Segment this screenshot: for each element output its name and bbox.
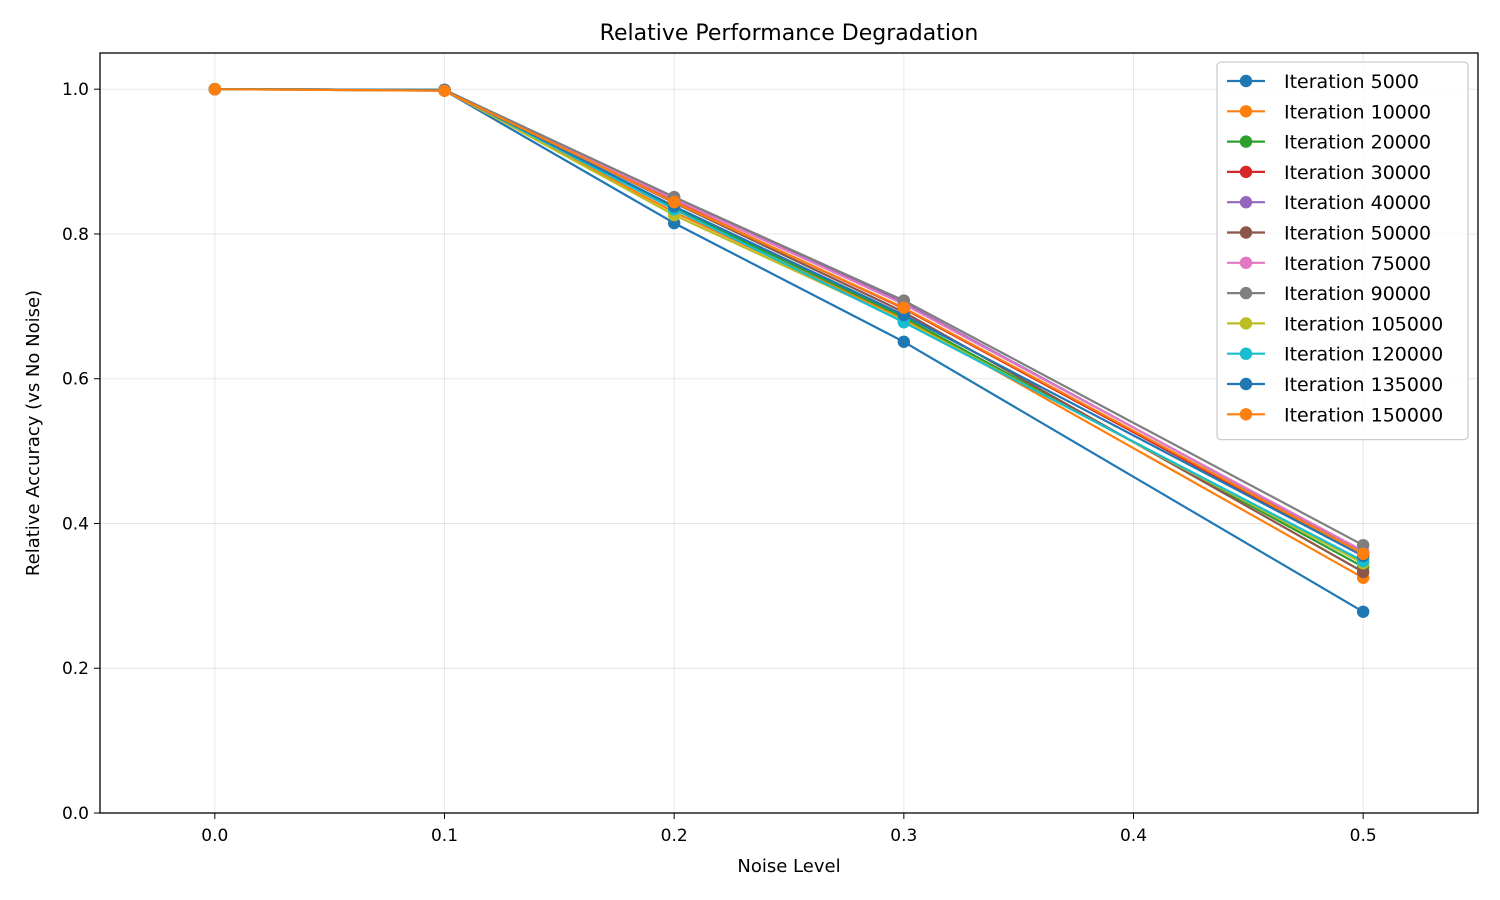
chart-title: Relative Performance Degradation [600,21,979,46]
legend-marker [1239,256,1253,269]
legend-label: Iteration 105000 [1284,313,1443,335]
x-tick-label: 0.4 [1120,826,1147,846]
series-12 [208,82,1370,561]
legend-label: Iteration 30000 [1284,162,1431,184]
legend-label: Iteration 150000 [1284,404,1443,426]
legend-item: Iteration 5000 [1227,71,1419,93]
legend-label: Iteration 90000 [1284,283,1431,305]
legend-marker [1239,226,1253,239]
legend-marker [1239,105,1253,118]
y-tick-label: 0.6 [62,370,89,390]
x-tick-label: 0.3 [890,826,917,846]
legend-item: Iteration 30000 [1227,162,1431,184]
x-tick-label: 0.1 [431,826,458,846]
y-tick-label: 1.0 [62,80,89,100]
legend-marker [1239,165,1253,179]
series-layer [208,82,1370,618]
legend-label: Iteration 10000 [1284,101,1431,123]
data-point [208,82,222,96]
legend-item: Iteration 105000 [1227,313,1443,335]
data-point [1356,547,1370,561]
legend-item: Iteration 135000 [1227,374,1443,396]
y-tick-label: 0.0 [62,804,89,824]
y-tick-label: 0.2 [62,659,89,679]
x-tick-label: 0.2 [661,826,688,846]
legend-marker [1239,347,1253,360]
legend-item: Iteration 150000 [1227,404,1443,426]
legend-label: Iteration 20000 [1284,132,1431,154]
x-tick-label: 0.0 [201,826,228,846]
legend-item: Iteration 90000 [1227,283,1431,305]
legend: Iteration 5000 Iteration 10000 Iteration 2… [1216,61,1469,441]
legend-item: Iteration 75000 [1227,253,1431,275]
legend-item: Iteration 20000 [1227,132,1431,154]
legend-marker [1239,408,1253,421]
y-axis-label: Relative Accuracy (vs No Noise) [23,290,44,576]
data-point [897,335,911,348]
y-tick-label: 0.8 [62,225,89,245]
axis-ticks: 0.0 0.1 0.2 0.3 0.4 0.5 0.0 0.2 0.4 0.6 0.8 1.0 [62,80,1377,846]
legend-marker [1239,377,1253,391]
legend-item: Iteration 40000 [1227,192,1431,214]
legend-label: Iteration 50000 [1284,223,1431,245]
legend-marker [1239,74,1253,88]
legend-box [1216,61,1469,441]
data-point [1356,605,1370,618]
plot-frame [99,52,1479,814]
legend-marker [1239,317,1253,330]
legend-marker [1239,286,1253,300]
legend-item: Iteration 50000 [1227,223,1431,245]
y-tick-label: 0.4 [62,514,89,534]
data-point [1356,538,1370,552]
x-tick-label: 0.5 [1350,826,1377,846]
data-point [438,84,451,97]
legend-label: Iteration 135000 [1284,374,1443,396]
data-point [1356,565,1370,579]
legend-item: Iteration 10000 [1227,101,1431,123]
legend-label: Iteration 120000 [1284,344,1443,366]
x-axis-label: Noise Level [737,856,840,877]
legend-marker [1239,196,1253,209]
legend-label: Iteration 75000 [1284,253,1431,275]
data-point [897,301,911,314]
legend-label: Iteration 5000 [1284,71,1419,93]
legend-marker [1239,135,1253,148]
legend-item: Iteration 120000 [1227,344,1443,366]
data-point [667,195,681,209]
legend-label: Iteration 40000 [1284,192,1431,214]
